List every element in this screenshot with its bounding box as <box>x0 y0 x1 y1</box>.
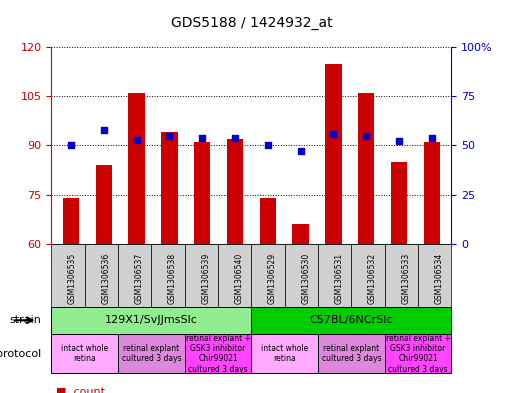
Point <box>132 136 141 143</box>
Text: GSM1306534: GSM1306534 <box>435 253 444 304</box>
Text: GDS5188 / 1424932_at: GDS5188 / 1424932_at <box>170 16 332 30</box>
Bar <box>292 224 309 244</box>
Bar <box>391 162 407 244</box>
Text: GSM1306540: GSM1306540 <box>234 253 244 304</box>
Point <box>100 127 108 133</box>
FancyBboxPatch shape <box>251 307 451 334</box>
Bar <box>260 198 276 244</box>
Text: GSM1306530: GSM1306530 <box>301 253 310 304</box>
Point <box>329 130 338 137</box>
Bar <box>358 93 374 244</box>
Text: GSM1306531: GSM1306531 <box>334 253 344 304</box>
Text: GSM1306532: GSM1306532 <box>368 253 377 304</box>
FancyBboxPatch shape <box>318 244 351 307</box>
FancyBboxPatch shape <box>118 334 185 373</box>
FancyBboxPatch shape <box>151 244 185 307</box>
FancyBboxPatch shape <box>285 244 318 307</box>
Point <box>264 142 272 149</box>
Point <box>198 134 206 141</box>
Text: GSM1306537: GSM1306537 <box>134 253 144 304</box>
Bar <box>424 142 440 244</box>
FancyBboxPatch shape <box>385 334 451 373</box>
Text: GSM1306533: GSM1306533 <box>401 253 410 304</box>
Text: GSM1306529: GSM1306529 <box>268 253 277 304</box>
FancyBboxPatch shape <box>51 334 118 373</box>
Bar <box>128 93 145 244</box>
Bar <box>194 142 210 244</box>
Bar <box>325 64 342 244</box>
Text: C57BL/6NCrSlc: C57BL/6NCrSlc <box>309 315 393 325</box>
FancyBboxPatch shape <box>318 334 385 373</box>
Text: strain: strain <box>9 315 41 325</box>
FancyBboxPatch shape <box>218 244 251 307</box>
FancyBboxPatch shape <box>251 334 318 373</box>
Text: 129X1/SvJJmsSlc: 129X1/SvJJmsSlc <box>105 315 198 325</box>
Point <box>165 132 173 139</box>
Point <box>297 148 305 154</box>
Bar <box>63 198 79 244</box>
Point <box>362 132 370 139</box>
FancyBboxPatch shape <box>185 244 218 307</box>
Bar <box>161 132 177 244</box>
Text: retinal explant
cultured 3 days: retinal explant cultured 3 days <box>122 344 181 364</box>
Point <box>67 142 75 149</box>
FancyBboxPatch shape <box>85 244 118 307</box>
FancyBboxPatch shape <box>351 244 385 307</box>
FancyBboxPatch shape <box>118 244 151 307</box>
Text: GSM1306536: GSM1306536 <box>101 253 110 304</box>
Text: GSM1306535: GSM1306535 <box>68 253 77 304</box>
Bar <box>227 139 243 244</box>
Point <box>395 138 403 145</box>
Bar <box>95 165 112 244</box>
Text: intact whole
retina: intact whole retina <box>61 344 108 364</box>
Text: retinal explant +
GSK3 inhibitor
Chir99021
cultured 3 days: retinal explant + GSK3 inhibitor Chir990… <box>386 334 450 374</box>
Text: GSM1306538: GSM1306538 <box>168 253 177 304</box>
Text: intact whole
retina: intact whole retina <box>261 344 308 364</box>
Text: GSM1306539: GSM1306539 <box>201 253 210 304</box>
FancyBboxPatch shape <box>185 334 251 373</box>
Text: protocol: protocol <box>0 349 41 359</box>
FancyBboxPatch shape <box>385 244 418 307</box>
Text: ■  count: ■ count <box>56 387 106 393</box>
FancyBboxPatch shape <box>418 244 451 307</box>
Text: retinal explant +
GSK3 inhibitor
Chir99021
cultured 3 days: retinal explant + GSK3 inhibitor Chir990… <box>186 334 250 374</box>
FancyBboxPatch shape <box>251 244 285 307</box>
Point <box>428 134 436 141</box>
Point <box>231 134 239 141</box>
Text: retinal explant
cultured 3 days: retinal explant cultured 3 days <box>322 344 381 364</box>
FancyBboxPatch shape <box>51 244 85 307</box>
FancyBboxPatch shape <box>51 307 251 334</box>
